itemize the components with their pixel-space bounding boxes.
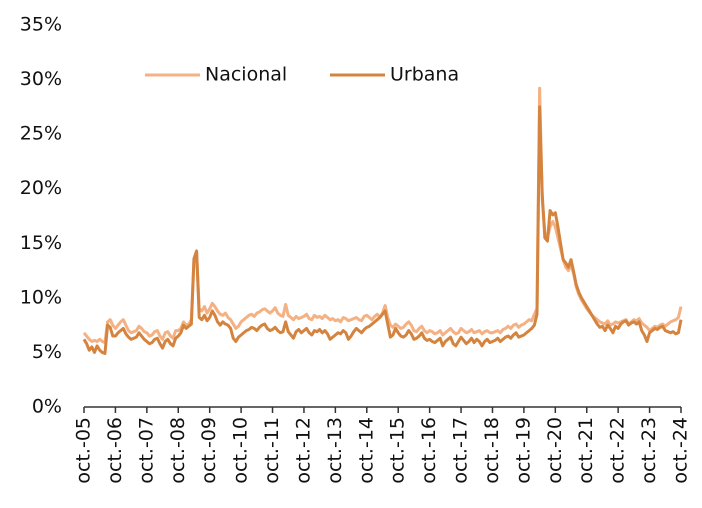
y-tick-label: 25%: [20, 123, 62, 145]
y-tick-label: 5%: [32, 341, 62, 363]
y-tick-label: 35%: [20, 14, 62, 36]
x-tick-label: oct.-23: [638, 417, 660, 484]
x-tick-label: oct.-20: [544, 417, 566, 484]
x-tick-label: oct.-13: [324, 417, 346, 484]
x-tick-label: oct.-22: [607, 417, 629, 484]
x-tick-label: oct.-10: [230, 417, 252, 484]
x-tick-label: oct.-12: [292, 417, 314, 484]
x-tick-label: oct.-09: [198, 417, 220, 484]
x-tick-label: oct.-17: [450, 417, 472, 484]
x-tick-label: oct.-16: [418, 417, 440, 484]
x-tick-label: oct.-24: [670, 417, 692, 484]
x-tick-label: oct.-15: [387, 417, 409, 484]
legend-label: Urbana: [390, 64, 459, 86]
x-tick-label: oct.-11: [261, 417, 283, 484]
x-tick-label: oct.-14: [355, 417, 377, 484]
series-line: [82, 86, 683, 345]
x-tick-label: oct.-07: [135, 417, 157, 484]
x-tick-label: oct.-21: [575, 417, 597, 484]
x-tick-label: oct.-05: [73, 417, 95, 484]
y-tick-label: 0%: [32, 396, 62, 418]
x-tick-label: oct.-19: [512, 417, 534, 484]
y-tick-label: 30%: [20, 68, 62, 90]
y-tick-label: 20%: [20, 177, 62, 199]
series-line: [82, 105, 683, 356]
legend-label: Nacional: [205, 64, 287, 86]
y-tick-label: 10%: [20, 286, 62, 308]
x-tick-label: oct.-18: [481, 417, 503, 484]
x-tick-label: oct.-06: [104, 417, 126, 484]
x-tick-label: oct.-08: [167, 417, 189, 484]
y-tick-label: 15%: [20, 232, 62, 254]
